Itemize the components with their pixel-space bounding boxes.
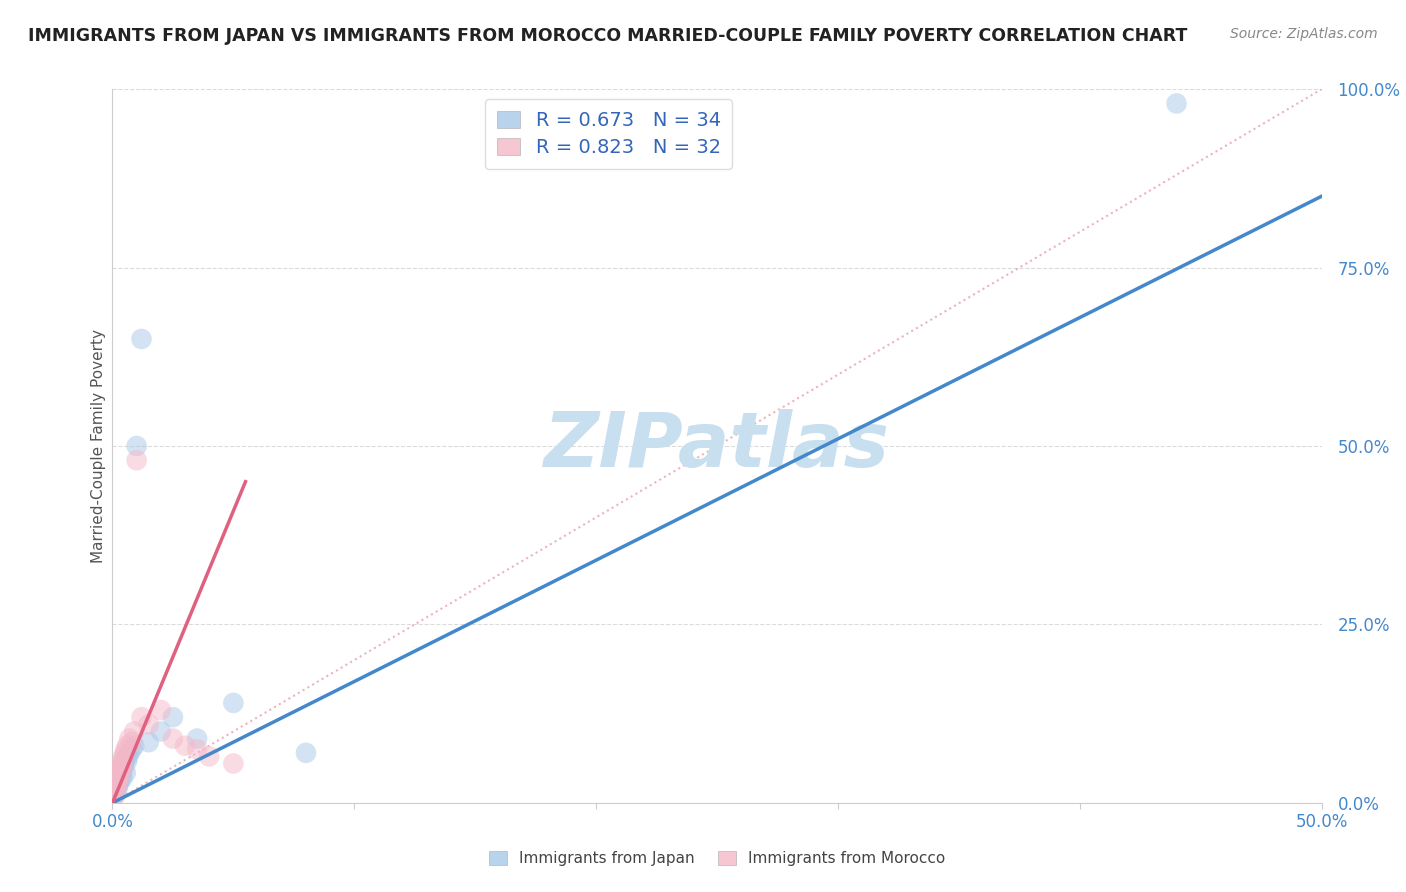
Point (104, 789, 127, 803)
Point (162, 731, 184, 746)
Point (149, 703, 172, 717)
Point (107, 767, 129, 781)
Point (104, 781, 127, 796)
Text: Source: ZipAtlas.com: Source: ZipAtlas.com (1230, 27, 1378, 41)
Point (125, 453, 148, 467)
Point (105, 778, 128, 792)
Point (108, 767, 131, 781)
Point (108, 776, 131, 790)
Point (110, 767, 132, 781)
Point (108, 771, 131, 785)
Point (111, 760, 134, 774)
Point (114, 742, 136, 756)
Point (138, 717, 160, 731)
Point (114, 765, 136, 780)
Point (111, 771, 134, 785)
Point (105, 781, 128, 796)
Point (222, 756, 245, 771)
Point (121, 735, 143, 749)
Point (118, 746, 141, 760)
Point (111, 756, 134, 771)
Point (131, 710, 153, 724)
Point (108, 764, 131, 778)
Point (105, 771, 128, 785)
Point (103, 789, 125, 803)
Point (122, 739, 145, 753)
Point (111, 760, 134, 774)
Point (198, 749, 221, 764)
Point (110, 772, 132, 787)
Point (103, 785, 125, 799)
Point (112, 762, 135, 776)
Point (122, 724, 145, 739)
Point (107, 771, 129, 785)
Point (107, 780, 129, 794)
Point (149, 724, 172, 739)
Point (125, 439, 148, 453)
Point (118, 731, 141, 746)
Text: IMMIGRANTS FROM JAPAN VS IMMIGRANTS FROM MOROCCO MARRIED-COUPLE FAMILY POVERTY C: IMMIGRANTS FROM JAPAN VS IMMIGRANTS FROM… (28, 27, 1188, 45)
Point (117, 749, 139, 764)
Point (104, 787, 127, 801)
Point (186, 742, 208, 756)
Point (295, 746, 318, 760)
Point (121, 742, 143, 756)
Point (162, 710, 184, 724)
Point (111, 764, 134, 778)
Point (114, 753, 136, 767)
Point (107, 774, 129, 789)
Point (115, 739, 138, 753)
Point (186, 731, 208, 746)
Point (104, 778, 127, 792)
Point (174, 739, 197, 753)
Point (105, 774, 128, 789)
Point (103, 781, 125, 796)
Point (110, 760, 132, 774)
Point (110, 769, 132, 783)
Point (114, 746, 136, 760)
Point (105, 783, 128, 797)
Point (111, 753, 134, 767)
Text: ZIPatlas: ZIPatlas (544, 409, 890, 483)
Point (103, 785, 125, 799)
Point (115, 755, 138, 769)
Point (138, 735, 160, 749)
Point (112, 749, 135, 764)
Point (1166, 96, 1188, 111)
Point (222, 696, 245, 710)
Point (105, 774, 128, 789)
Point (131, 332, 153, 346)
Legend: Immigrants from Japan, Immigrants from Morocco: Immigrants from Japan, Immigrants from M… (481, 843, 953, 873)
Point (112, 756, 135, 771)
Y-axis label: Married-Couple Family Poverty: Married-Couple Family Poverty (91, 329, 105, 563)
